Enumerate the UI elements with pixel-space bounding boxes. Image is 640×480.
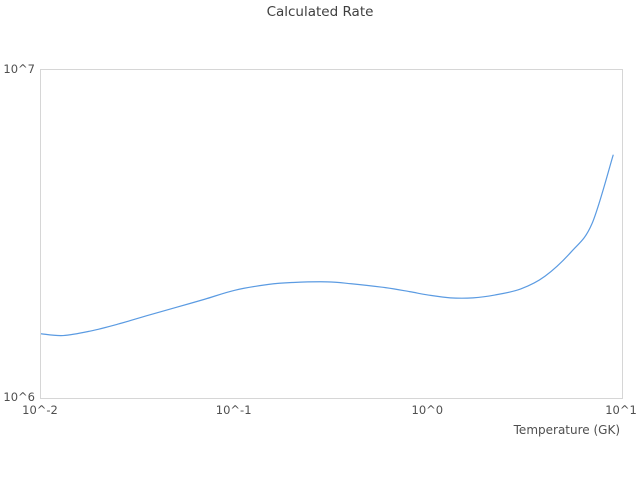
chart-title: Calculated Rate bbox=[266, 4, 374, 20]
x-tick-label: 10^-1 bbox=[215, 403, 252, 417]
y-tick-label: 10^7 bbox=[3, 62, 35, 76]
x-axis-title: Temperature (GK) bbox=[513, 423, 620, 437]
plot-area bbox=[40, 69, 623, 399]
x-tick-label: 10^-2 bbox=[22, 403, 58, 417]
x-tick-label: 10^0 bbox=[411, 403, 444, 417]
x-tick-label: 10^1 bbox=[605, 403, 637, 417]
rate-curve bbox=[41, 154, 614, 337]
plot-canvas bbox=[41, 154, 614, 337]
y-tick-label: 10^6 bbox=[3, 390, 35, 404]
